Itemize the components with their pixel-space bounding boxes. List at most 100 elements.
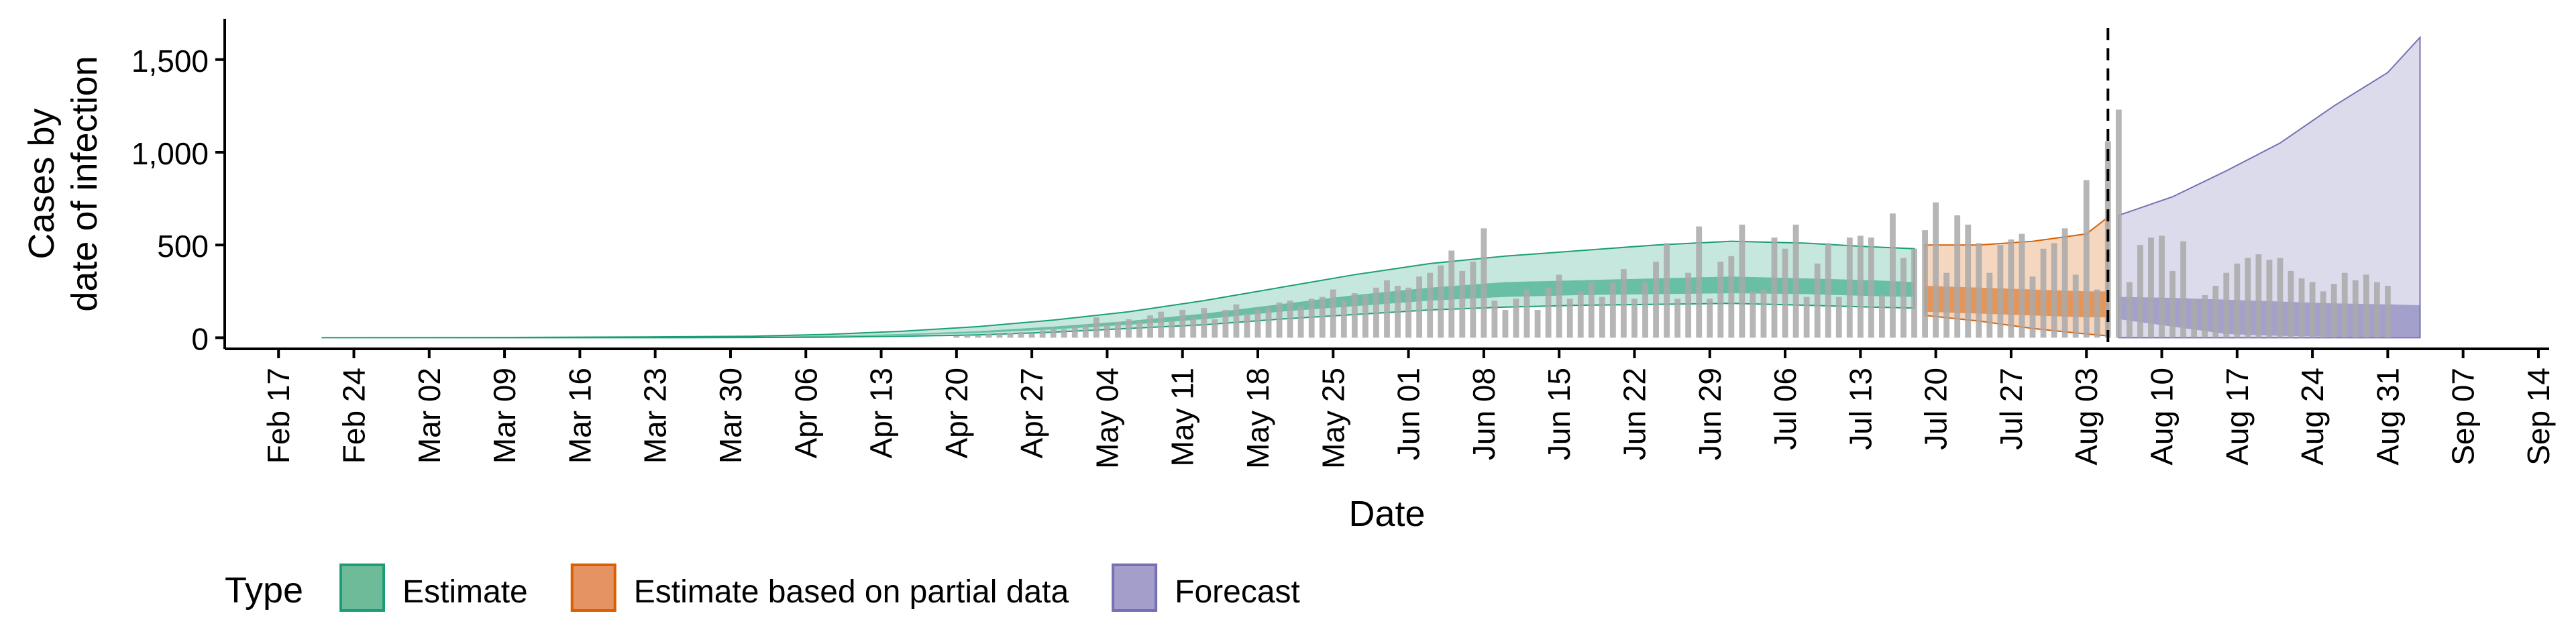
case-bar — [2245, 258, 2251, 338]
case-bar — [2040, 248, 2047, 338]
x-tick-label: Mar 09 — [487, 368, 522, 464]
y-axis-label: Cases bydate of infection — [21, 56, 105, 311]
case-bar — [1739, 224, 1746, 338]
case-bar — [1050, 328, 1057, 338]
case-bar — [2072, 274, 2079, 338]
case-bar — [1890, 213, 1896, 338]
legend-title: Type — [225, 570, 303, 610]
case-bar — [2083, 180, 2090, 338]
x-tick-label: May 25 — [1316, 368, 1350, 469]
case-bar — [1158, 311, 1165, 338]
x-tick-label: Mar 30 — [713, 368, 748, 464]
case-bar — [2298, 278, 2305, 338]
case-bar — [2008, 239, 2015, 338]
case-bar — [1814, 263, 1821, 338]
case-bar — [1395, 286, 1401, 338]
case-bar — [1750, 291, 1756, 338]
x-tick-label: Apr 13 — [864, 368, 899, 459]
case-bar — [2180, 241, 2186, 338]
case-bar — [1523, 289, 1530, 338]
x-tick-label: Aug 31 — [2370, 368, 2405, 466]
case-bar — [1233, 304, 1240, 338]
case-bar — [964, 335, 971, 338]
y-tick-label: 1,500 — [131, 44, 209, 78]
x-tick-label: Jul 27 — [1994, 368, 2029, 450]
case-bar — [1373, 287, 1379, 338]
case-bar — [1179, 309, 1186, 338]
case-bar — [2137, 245, 2143, 338]
case-bar — [1513, 299, 1519, 338]
case-bar — [1577, 291, 1584, 338]
x-tick-label: Aug 17 — [2220, 368, 2255, 466]
case-bar — [1481, 228, 1487, 338]
case-bar — [2363, 274, 2369, 338]
case-bar — [1061, 329, 1067, 338]
x-tick-label: Jun 08 — [1466, 368, 1501, 460]
case-bar — [1588, 282, 1595, 338]
case-bar — [1254, 309, 1261, 338]
x-tick-label: Apr 20 — [939, 368, 974, 459]
case-bar — [1566, 299, 1573, 338]
case-bar — [1631, 299, 1638, 338]
case-bar — [1470, 262, 1477, 338]
legend-key-forecast — [1112, 564, 1158, 612]
case-bar — [2266, 260, 2273, 338]
x-tick-label: Apr 27 — [1014, 368, 1049, 459]
x-axis-label: Date — [1348, 494, 1425, 534]
x-tick-label: Sep 14 — [2521, 368, 2556, 466]
x-tick-label: Jul 13 — [1843, 368, 1878, 450]
case-bar — [1556, 274, 1562, 338]
x-tick-label: May 04 — [1089, 368, 1124, 469]
case-bar — [1405, 287, 1411, 338]
case-bar — [975, 335, 981, 338]
case-bar — [1416, 276, 1423, 338]
case-bar — [2352, 280, 2359, 338]
case-bar — [2212, 286, 2219, 338]
case-bar — [2061, 228, 2068, 338]
case-bar — [1997, 245, 2004, 338]
case-bar — [1760, 289, 1767, 338]
case-bar — [1115, 321, 1121, 338]
case-bar — [1039, 330, 1046, 338]
case-bar — [1201, 308, 1208, 338]
case-bar — [1136, 321, 1142, 338]
case-bar — [1728, 256, 1735, 338]
case-bar — [1664, 243, 1670, 338]
case-bar — [2019, 233, 2025, 338]
x-tick-label: Feb 17 — [261, 368, 296, 464]
case-bar — [1621, 269, 1627, 338]
case-bar — [1545, 287, 1552, 338]
y-ticks: 0 500 1,000 1,500 — [131, 44, 225, 356]
legend-label-forecast: Forecast — [1175, 574, 1300, 610]
band-outer-forecast — [2118, 36, 2421, 339]
y-tick-label: 1,000 — [131, 136, 209, 171]
case-bar — [1287, 301, 1293, 338]
case-bar — [1308, 299, 1315, 338]
case-bar — [1491, 301, 1498, 338]
case-bar — [1900, 258, 1907, 338]
case-bar — [1147, 315, 1153, 338]
case-bar — [985, 333, 992, 338]
case-bar — [1771, 237, 1778, 338]
case-bar — [2234, 263, 2241, 338]
case-bar — [1792, 224, 1799, 338]
case-bar — [1857, 235, 1864, 338]
case-bar — [2373, 282, 2380, 338]
x-tick-label: May 18 — [1240, 368, 1275, 469]
x-tick-label: Mar 02 — [412, 368, 447, 464]
case-bar — [1265, 308, 1272, 338]
case-bar — [1028, 333, 1035, 338]
case-bar — [2126, 282, 2133, 338]
case-bar — [2309, 282, 2316, 338]
case-bar — [1340, 301, 1347, 338]
x-tick-label: Aug 10 — [2145, 368, 2180, 466]
case-bar — [1674, 299, 1681, 338]
case-bar — [1868, 237, 1874, 338]
case-bar — [1330, 289, 1336, 338]
case-bar — [1653, 262, 1659, 338]
case-bar — [1943, 272, 1950, 338]
case-bar — [1018, 332, 1024, 338]
case-bar — [2159, 235, 2165, 338]
case-bar — [2277, 258, 2284, 338]
case-bar — [1384, 280, 1390, 338]
